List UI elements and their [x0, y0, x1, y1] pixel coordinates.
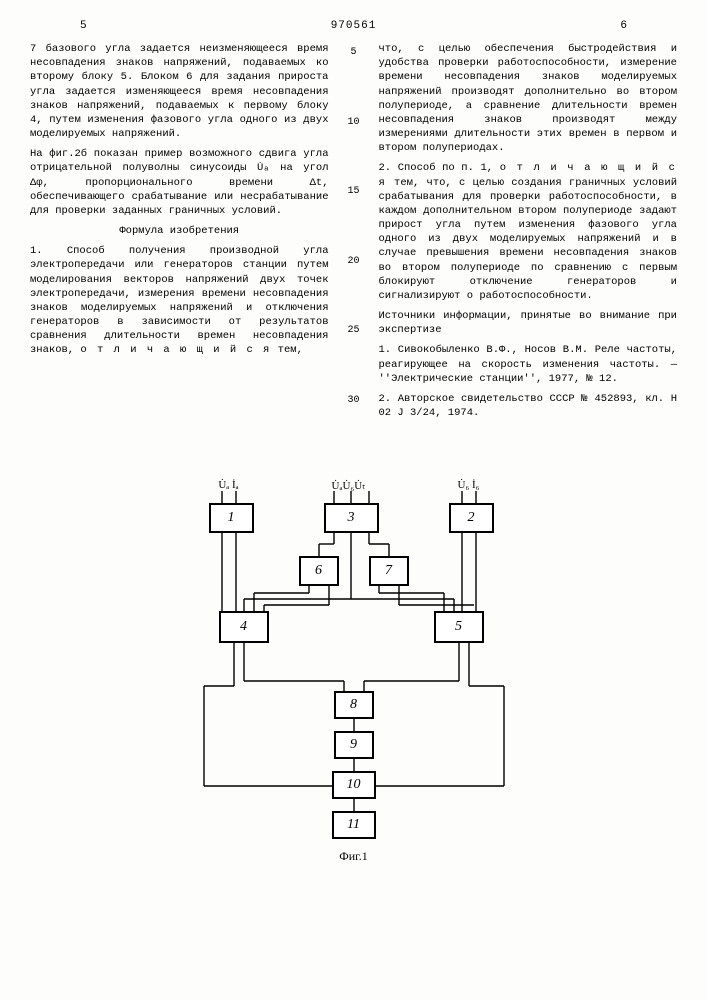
left-p3-spaced: о т л и ч а ю щ и й с я [80, 344, 271, 356]
block-2: 2 [449, 503, 494, 533]
sources-title: Источники информации, принятые во вниман… [379, 309, 678, 337]
block-diagram: U̇ₐ İₐ U̇ₐU̇₆U̇ₜ U̇₆ İ₆ 1 3 2 67 4 5 8 9 10 11 Фиг.… [174, 481, 534, 871]
block-6: 6 [299, 556, 339, 586]
signal-label: U̇ₐ İₐ [218, 479, 238, 491]
page-number-left: 5 [80, 20, 87, 32]
source-2: 2. Авторское свидетельство СССР № 452893… [379, 392, 678, 420]
figure-area: U̇ₐ İₐ U̇ₐU̇₆U̇ₜ U̇₆ İ₆ 1 3 2 67 4 5 8 9 10 11 Фиг.… [30, 481, 677, 871]
block-1: 1 [209, 503, 254, 533]
line-num: 15 [345, 185, 363, 199]
left-p1: 7 базового угла задается неизменяющееся … [30, 42, 329, 141]
line-num: 10 [345, 116, 363, 130]
patent-page: 5 970561 6 7 базового угла задается неиз… [0, 0, 707, 1000]
block-9: 9 [334, 731, 374, 759]
left-column: 7 базового угла задается неизменяющееся … [30, 42, 329, 463]
left-p2: На фиг.2б показан пример возможного сдви… [30, 147, 329, 218]
right-p2-suffix: тем, что, с целью создания граничных усл… [379, 177, 678, 302]
page-header: 5 970561 6 [30, 20, 677, 32]
patent-number: 970561 [331, 20, 377, 32]
signal-label: U̇₆ İ₆ [457, 479, 479, 491]
block-11: 11 [332, 811, 376, 839]
left-p3-suffix: тем, [271, 344, 303, 356]
right-p2: 2. Способ по п. 1, о т л и ч а ю щ и й с… [379, 161, 678, 303]
left-p3-prefix: 1. Способ получения производной угла эле… [30, 245, 329, 356]
text-columns: 7 базового угла задается неизменяющееся … [30, 42, 677, 463]
line-num: 5 [345, 46, 363, 60]
line-num: 20 [345, 255, 363, 269]
block-8: 8 [334, 691, 374, 719]
right-column: что, с целью обеспечения быстродействия … [379, 42, 678, 463]
line-num: 25 [345, 324, 363, 338]
right-p2-prefix: 2. Способ по п. 1, [379, 162, 500, 174]
block-3: 3 [324, 503, 379, 533]
source-1: 1. Сивокобыленко В.Ф., Носов В.М. Реле ч… [379, 343, 678, 386]
line-number-gutter: 5 10 15 20 25 30 [345, 42, 363, 463]
line-num: 30 [345, 394, 363, 408]
block-10: 10 [332, 771, 376, 799]
signal-label: U̇ₐU̇₆U̇ₜ [332, 479, 366, 492]
formula-title: Формула изобретения [30, 224, 329, 238]
page-number-right: 6 [620, 20, 627, 32]
figure-caption: Фиг.1 [339, 849, 367, 864]
right-p1: что, с целью обеспечения быстродействия … [379, 42, 678, 155]
block-4: 4 [219, 611, 269, 643]
left-p3: 1. Способ получения производной угла эле… [30, 244, 329, 357]
block-5: 5 [434, 611, 484, 643]
block-7: 7 [369, 556, 409, 586]
